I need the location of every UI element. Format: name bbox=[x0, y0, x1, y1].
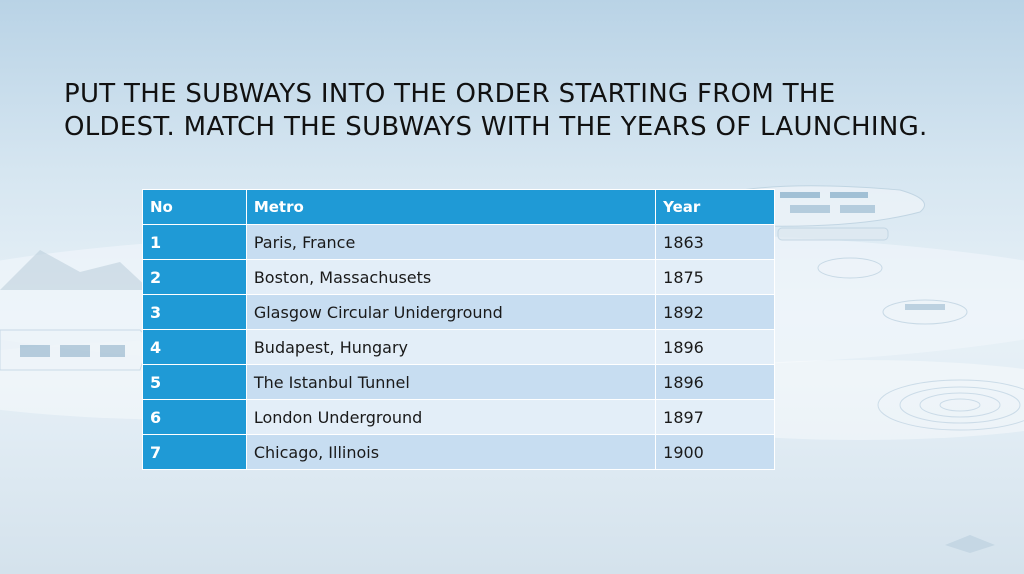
cell-metro: Chicago, Illinois bbox=[245, 434, 657, 470]
cell-year: 1892 bbox=[655, 294, 775, 330]
slide-title: PUT THE SUBWAYS INTO THE ORDER STARTING … bbox=[64, 79, 928, 142]
column-header-no: No bbox=[142, 189, 247, 225]
table-row: 3 Glasgow Circular Uniderground 1892 bbox=[142, 294, 775, 330]
cell-year: 1896 bbox=[655, 364, 775, 400]
cell-metro: Paris, France bbox=[245, 224, 657, 260]
cell-metro: Budapest, Hungary bbox=[245, 329, 657, 365]
table-row: 2 Boston, Massachusets 1875 bbox=[142, 259, 775, 295]
subway-table: No Metro Year 1 Paris, France 1863 2 Bos… bbox=[142, 189, 775, 470]
table-row: 1 Paris, France 1863 bbox=[142, 224, 775, 260]
table-row: 5 The Istanbul Tunnel 1896 bbox=[142, 364, 775, 400]
cell-no: 7 bbox=[142, 434, 247, 470]
column-header-metro: Metro bbox=[245, 189, 657, 225]
cell-year: 1863 bbox=[655, 224, 775, 260]
cell-metro: Glasgow Circular Uniderground bbox=[245, 294, 657, 330]
cell-no: 1 bbox=[142, 224, 247, 260]
cell-metro: Boston, Massachusets bbox=[245, 259, 657, 295]
cell-year: 1896 bbox=[655, 329, 775, 365]
table-row: 4 Budapest, Hungary 1896 bbox=[142, 329, 775, 365]
cell-year: 1900 bbox=[655, 434, 775, 470]
cell-no: 4 bbox=[142, 329, 247, 365]
cell-no: 5 bbox=[142, 364, 247, 400]
cell-no: 6 bbox=[142, 399, 247, 435]
cell-year: 1897 bbox=[655, 399, 775, 435]
cell-no: 3 bbox=[142, 294, 247, 330]
table-row: 7 Chicago, Illinois 1900 bbox=[142, 434, 775, 470]
cell-metro: London Underground bbox=[245, 399, 657, 435]
cell-no: 2 bbox=[142, 259, 247, 295]
table-header-row: No Metro Year bbox=[142, 189, 775, 225]
table-row: 6 London Underground 1897 bbox=[142, 399, 775, 435]
train-graphic bbox=[0, 329, 151, 371]
column-header-year: Year bbox=[655, 189, 775, 225]
cell-year: 1875 bbox=[655, 259, 775, 295]
cell-metro: The Istanbul Tunnel bbox=[245, 364, 657, 400]
